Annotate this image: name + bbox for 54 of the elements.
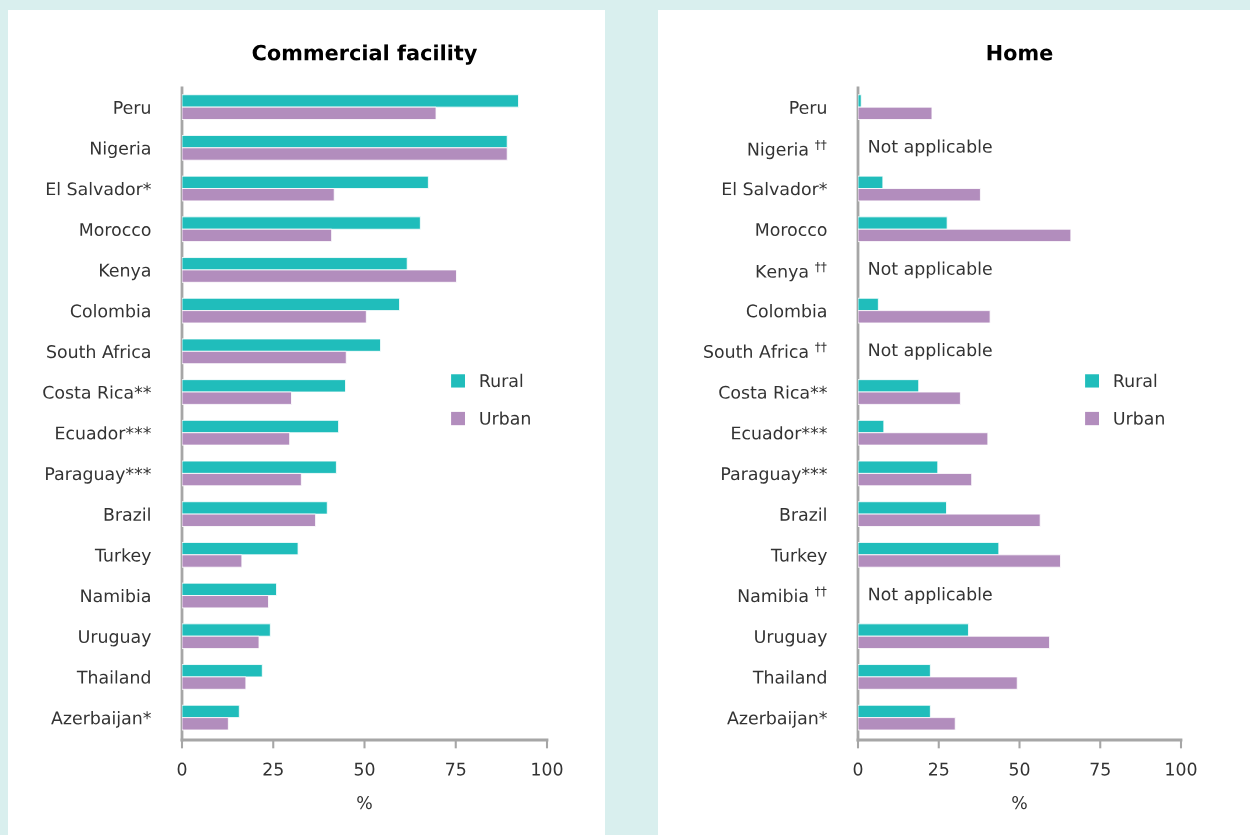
annotation: Not applicable (869, 261, 992, 279)
x-tick-label: 75 (1090, 762, 1110, 776)
x-tick-label: 50 (1009, 762, 1030, 776)
chart-title: Home (987, 45, 1053, 61)
x-tick-label: 25 (263, 762, 283, 776)
y-tick-label: El Salvador* (722, 181, 827, 196)
y-tick-label: Peru (114, 101, 150, 114)
y-tick-label: Ecuador*** (732, 426, 827, 440)
y-tick-label: Paraguay*** (722, 467, 827, 484)
y-tick-label: Turkey (770, 548, 827, 566)
y-tick-label: Uruguay (79, 630, 151, 647)
y-tick-label: Namibia (81, 588, 150, 603)
y-tick-label: Thailand (76, 670, 150, 684)
y-tick-label: Azerbaijan* (727, 711, 827, 728)
chart-title: Commercial facility (252, 44, 478, 65)
y-tick-label: Namibia $^{††}$ (738, 586, 827, 603)
x-tick-label: 25 (928, 762, 949, 776)
y-tick-label: South Africa $^{††}$ (704, 342, 827, 359)
legend-label: Urban (480, 411, 530, 425)
legend-label: Urban (1114, 411, 1164, 425)
y-tick-label: Colombia (746, 304, 826, 318)
y-tick-label: Brazil (104, 507, 150, 521)
y-tick-label: Nigeria $^{††}$ (748, 140, 827, 160)
x-tick-label: 100 (532, 762, 563, 776)
x-axis-title: % (357, 796, 372, 810)
y-tick-label: Paraguay*** (46, 467, 151, 484)
x-tick-label: 100 (1166, 762, 1197, 776)
annotation: Not applicable (869, 587, 992, 604)
y-tick-label: Colombia (70, 304, 150, 318)
annotation: Not applicable (869, 139, 992, 157)
x-tick-label: 0 (177, 762, 187, 776)
y-tick-label: El Salvador* (46, 181, 151, 196)
annotation: Not applicable (869, 342, 992, 360)
y-tick-label: Thailand (752, 670, 826, 684)
legend-label: Rural (1114, 373, 1157, 388)
y-tick-label: Morocco (756, 223, 827, 237)
x-tick-label: 0 (853, 762, 863, 776)
y-tick-label: Peru (790, 101, 826, 114)
legend-label: Rural (480, 373, 523, 388)
y-tick-label: South Africa (47, 344, 150, 359)
y-tick-label: Nigeria (91, 141, 150, 159)
x-tick-label: 75 (446, 762, 466, 776)
y-tick-label: Costa Rica** (719, 385, 827, 399)
y-tick-label: Brazil (780, 507, 826, 521)
x-axis-title: % (1012, 796, 1027, 810)
y-tick-label: Kenya (100, 263, 150, 281)
y-tick-label: Morocco (80, 223, 151, 237)
y-tick-label: Costa Rica** (43, 385, 151, 399)
y-tick-label: Turkey (94, 548, 151, 566)
x-tick-label: 50 (354, 762, 375, 776)
y-tick-label: Ecuador*** (56, 426, 151, 440)
y-tick-label: Kenya $^{††}$ (756, 262, 827, 282)
y-tick-label: Uruguay (755, 630, 827, 647)
y-tick-label: Azerbaijan* (51, 711, 151, 728)
